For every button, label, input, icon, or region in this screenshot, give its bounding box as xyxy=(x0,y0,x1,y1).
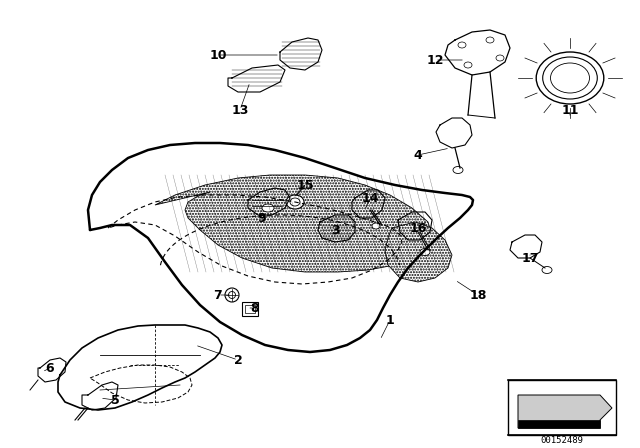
Text: 2: 2 xyxy=(234,353,243,366)
Text: 18: 18 xyxy=(469,289,486,302)
Ellipse shape xyxy=(486,37,494,43)
Ellipse shape xyxy=(225,288,239,302)
Text: 5: 5 xyxy=(111,393,120,406)
Ellipse shape xyxy=(458,42,466,48)
Text: 16: 16 xyxy=(410,221,427,234)
Ellipse shape xyxy=(290,198,300,206)
Polygon shape xyxy=(155,175,432,272)
Ellipse shape xyxy=(420,249,430,255)
Text: 3: 3 xyxy=(331,224,339,237)
Text: 8: 8 xyxy=(251,302,259,314)
Text: 17: 17 xyxy=(521,251,539,264)
Bar xyxy=(242,302,258,316)
Bar xyxy=(508,380,616,435)
Text: 1: 1 xyxy=(386,314,394,327)
Text: 11: 11 xyxy=(561,103,579,116)
Ellipse shape xyxy=(550,63,589,93)
Ellipse shape xyxy=(536,52,604,104)
Ellipse shape xyxy=(496,55,504,61)
Text: 00152489: 00152489 xyxy=(541,435,584,444)
Ellipse shape xyxy=(543,57,597,99)
Ellipse shape xyxy=(228,292,236,298)
Polygon shape xyxy=(518,395,612,428)
Text: 12: 12 xyxy=(426,53,444,66)
Text: 9: 9 xyxy=(258,211,266,224)
Bar xyxy=(245,305,255,313)
Polygon shape xyxy=(385,222,452,282)
Text: 13: 13 xyxy=(231,103,249,116)
Text: 10: 10 xyxy=(209,48,227,61)
Text: 15: 15 xyxy=(296,178,314,191)
Ellipse shape xyxy=(464,62,472,68)
Polygon shape xyxy=(518,420,600,428)
Text: 14: 14 xyxy=(361,191,379,204)
Ellipse shape xyxy=(372,223,380,229)
Text: 7: 7 xyxy=(214,289,222,302)
Ellipse shape xyxy=(542,267,552,273)
Ellipse shape xyxy=(453,167,463,173)
Text: 6: 6 xyxy=(45,362,54,375)
Text: 4: 4 xyxy=(413,148,422,161)
Ellipse shape xyxy=(286,195,304,209)
Ellipse shape xyxy=(262,204,274,212)
